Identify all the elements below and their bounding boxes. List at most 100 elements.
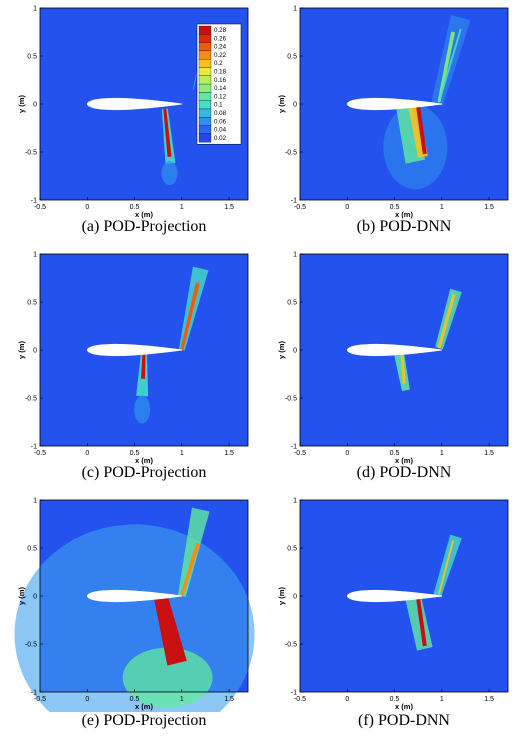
colorbar-swatch: [198, 25, 212, 35]
x-tick-label: 1: [180, 204, 184, 211]
wake-tail: [161, 161, 178, 186]
contour-plot-5: -0.5 0 0.5 1 1.5-1-0.500.51x (m)y (m): [14, 498, 255, 712]
contour-plot-3: -0.5 0 0.5 1 1.5-1-0.500.51x (m)y (m): [17, 252, 249, 465]
colorbar-level: 0.28: [214, 27, 227, 34]
x-axis-label: x (m): [135, 210, 153, 219]
y-tick-label: -1: [291, 198, 297, 205]
colorbar: 0.280.260.240.220.20.180.160.140.120.10.…: [196, 23, 242, 145]
contour-plot-1: -0.5 0 0.5 1 1.5-1-0.500.51x (m)y (m)0.280.2…: [17, 6, 249, 219]
x-tick-label: 0: [85, 450, 89, 457]
y-tick-label: -0.5: [25, 150, 37, 157]
x-tick-label: 1: [180, 450, 184, 457]
panel-caption: (e) POD-Projection: [81, 712, 207, 729]
y-tick-label: -0.5: [25, 396, 37, 403]
panel-caption: (a) POD-Projection: [81, 218, 207, 235]
x-tick-label: 0: [345, 696, 349, 703]
colorbar-level: 0.18: [214, 69, 227, 76]
y-tick-label: -0.5: [285, 396, 297, 403]
y-axis-label: y (m): [17, 341, 26, 359]
wake-core: [416, 106, 427, 155]
y-tick-label: -1: [31, 198, 37, 205]
wake-core: [416, 598, 427, 647]
x-tick-label: 0: [345, 450, 349, 457]
contour-plot-6: -0.5 0 0.5 1 1.5-1-0.500.51x (m)y (m): [277, 498, 509, 711]
x-tick-label: 0.5: [130, 204, 140, 211]
airfoil: [87, 589, 183, 603]
x-tick-label: -0.5: [34, 204, 46, 211]
y-tick-label: -0.5: [285, 150, 297, 157]
wake-core: [141, 352, 146, 379]
wake-lower: [122, 647, 213, 708]
x-tick-label: 0.5: [130, 450, 140, 457]
x-tick-label: 1.5: [224, 450, 234, 457]
upper-plume: [433, 534, 462, 598]
x-axis-label: x (m): [135, 456, 153, 465]
y-tick-label: 0.5: [287, 546, 297, 553]
x-tick-label: 1: [440, 696, 444, 703]
y-axis-label: y (m): [17, 95, 26, 113]
colorbar-level: 0.2: [214, 60, 223, 67]
upper-core: [180, 282, 200, 351]
y-tick-label: 0.5: [27, 546, 37, 553]
y-tick-label: -0.5: [285, 642, 297, 649]
colorbar-swatch: [198, 59, 212, 68]
wake-tail: [134, 395, 151, 424]
y-axis-label: y (m): [277, 587, 286, 605]
x-tick-label: 1.5: [484, 696, 494, 703]
colorbar-level: 0.02: [214, 135, 227, 142]
panel-caption: (f) POD-DNN: [358, 712, 450, 729]
colorbar-swatch: [198, 83, 212, 93]
x-axis-label: x (m): [395, 456, 413, 465]
airfoil: [347, 589, 443, 603]
x-tick-label: -0.5: [34, 696, 46, 703]
x-tick-label: 1.5: [484, 204, 494, 211]
panel-caption: (c) POD-Projection: [81, 464, 207, 481]
colorbar-level: 0.26: [214, 35, 227, 42]
colorbar-swatch: [198, 42, 212, 52]
colorbar-level: 0.06: [214, 118, 227, 125]
x-axis-label: x (m): [135, 702, 153, 711]
colorbar-swatch: [198, 75, 212, 85]
x-tick-label: -0.5: [294, 450, 306, 457]
colorbar-level: 0.14: [214, 85, 227, 92]
x-axis-label: x (m): [395, 210, 413, 219]
x-axis-label: x (m): [395, 702, 413, 711]
y-tick-label: 0: [293, 102, 297, 109]
y-tick-label: -1: [31, 444, 37, 451]
y-tick-label: 1: [33, 498, 37, 505]
y-tick-label: 0.5: [287, 300, 297, 307]
y-axis-label: y (m): [277, 95, 286, 113]
colorbar-swatch: [198, 34, 212, 43]
x-tick-label: 0.5: [390, 450, 400, 457]
y-axis-label: y (m): [277, 341, 286, 359]
y-tick-label: 1: [33, 252, 37, 259]
x-tick-label: 1: [440, 204, 444, 211]
upper-core: [437, 293, 456, 349]
y-tick-label: 0: [33, 348, 37, 355]
y-tick-label: 1: [33, 6, 37, 13]
colorbar-swatch: [198, 133, 212, 143]
x-tick-label: 1.5: [224, 204, 234, 211]
x-tick-label: 1.5: [224, 696, 234, 703]
upper-core: [180, 542, 200, 597]
colorbar-swatch: [198, 108, 212, 118]
airfoil: [347, 343, 443, 357]
wake-core: [163, 108, 172, 157]
y-tick-label: 0: [33, 102, 37, 109]
x-tick-label: 0: [85, 696, 89, 703]
colorbar-level: 0.08: [214, 110, 227, 117]
panel-caption: (d) POD-DNN: [356, 464, 452, 481]
colorbar-level: 0.12: [214, 93, 227, 100]
y-tick-label: 0.5: [287, 54, 297, 61]
x-tick-label: -0.5: [34, 450, 46, 457]
upper-core: [438, 540, 455, 595]
wake-core: [400, 354, 406, 384]
contour-plot-4: -0.5 0 0.5 1 1.5-1-0.500.51x (m)y (m): [277, 252, 509, 465]
airfoil: [347, 97, 443, 111]
x-tick-label: 1: [180, 696, 184, 703]
colorbar-level: 0.22: [214, 52, 227, 59]
colorbar-swatch: [198, 117, 212, 126]
airfoil: [87, 97, 183, 111]
colorbar-swatch: [198, 125, 212, 135]
wake-core: [154, 596, 187, 666]
